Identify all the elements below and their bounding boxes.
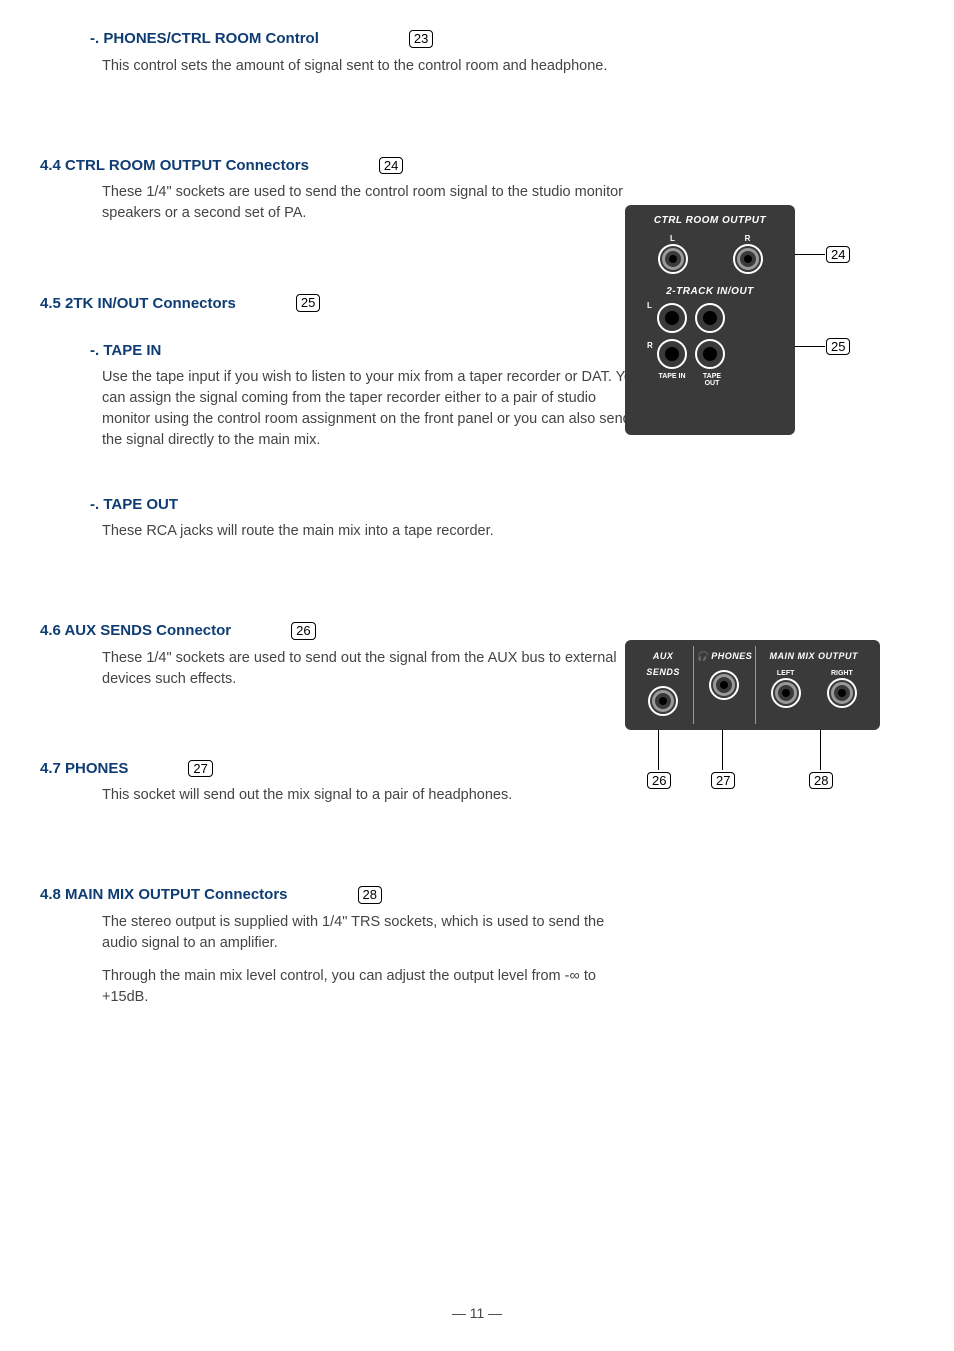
- leader-27: [722, 730, 723, 770]
- label-ctrl-room-output: CTRL ROOM OUTPUT: [635, 215, 785, 226]
- leader-25: [795, 346, 825, 347]
- section-tapeout: -. TAPE OUT These RCA jacks will route t…: [40, 496, 914, 542]
- jack-main-R: [827, 678, 857, 708]
- callout-dia-28: 28: [809, 772, 833, 789]
- label-2track-L: L: [647, 301, 652, 310]
- heading-phones-ctrl: -. PHONES/CTRL ROOM Control: [90, 30, 319, 47]
- page-footer: — 11 —: [0, 1305, 954, 1321]
- rca-tapein-R: [657, 339, 687, 369]
- label-main-mix: MAIN MIX OUTPUT: [770, 651, 859, 661]
- body-47: This socket will send out the mix signal…: [102, 785, 642, 806]
- callout-27: 27: [188, 760, 212, 778]
- page-number: 11: [470, 1305, 485, 1321]
- label-right: RIGHT: [831, 670, 853, 677]
- diagram-ctrlroom-2track: CTRL ROOM OUTPUT L R 2-TRACK IN/OUT L R: [625, 205, 795, 435]
- label-R: R: [745, 234, 751, 243]
- body-44: These 1/4" sockets are used to send the …: [102, 182, 642, 224]
- callout-25: 25: [296, 294, 320, 312]
- section-48: 4.8 MAIN MIX OUTPUT Connectors 28 The st…: [40, 886, 914, 1008]
- diagram-aux-phones-main: AUX SENDS 🎧 PHONES MAIN MIX OUTPUT LEFT …: [625, 640, 880, 730]
- label-tapeout: TAPE OUT: [697, 373, 727, 387]
- body-tapeout: These RCA jacks will route the main mix …: [102, 521, 642, 542]
- label-left: LEFT: [777, 670, 795, 677]
- jack-ctrlroom-L: [658, 244, 688, 274]
- callout-dia-24: 24: [826, 246, 850, 263]
- body-48-1: The stereo output is supplied with 1/4" …: [102, 912, 642, 954]
- callout-dia-25: 25: [826, 338, 850, 355]
- leader-28: [820, 730, 821, 770]
- jack-aux: [648, 686, 678, 716]
- callout-26: 26: [291, 622, 315, 640]
- rca-tapein-L: [657, 303, 687, 333]
- jack-phones: [709, 670, 739, 700]
- jack-ctrlroom-R: [733, 244, 763, 274]
- label-2track-R: R: [647, 341, 653, 350]
- label-L: L: [670, 234, 675, 243]
- body-48-2: Through the main mix level control, you …: [102, 966, 642, 1008]
- leader-26: [658, 730, 659, 770]
- rca-tapeout-L: [695, 303, 725, 333]
- body-tapein: Use the tape input if you wish to listen…: [102, 367, 642, 451]
- callout-dia-27: 27: [711, 772, 735, 789]
- leader-24: [795, 254, 825, 255]
- body-46: These 1/4" sockets are used to send out …: [102, 648, 642, 690]
- heading-47: 4.7 PHONES: [40, 760, 128, 777]
- label-aux-sends: AUX SENDS: [646, 651, 680, 677]
- heading-45: 4.5 2TK IN/OUT Connectors: [40, 295, 236, 312]
- jack-main-L: [771, 678, 801, 708]
- heading-44: 4.4 CTRL ROOM OUTPUT Connectors: [40, 157, 309, 174]
- section-47: 4.7 PHONES 27 This socket will send out …: [40, 760, 914, 807]
- label-2track: 2-TRACK IN/OUT: [635, 286, 785, 297]
- label-phones: 🎧 PHONES: [697, 651, 753, 661]
- callout-24: 24: [379, 157, 403, 175]
- rca-tapeout-R: [695, 339, 725, 369]
- callout-23: 23: [409, 30, 433, 48]
- section-23: -. PHONES/CTRL ROOM Control 23 This cont…: [40, 30, 914, 77]
- heading-tapeout: -. TAPE OUT: [90, 496, 178, 513]
- body-23: This control sets the amount of signal s…: [102, 56, 642, 77]
- callout-dia-26: 26: [647, 772, 671, 789]
- callout-28: 28: [358, 886, 382, 904]
- heading-tapein: -. TAPE IN: [90, 342, 161, 359]
- heading-46: 4.6 AUX SENDS Connector: [40, 622, 231, 639]
- heading-48: 4.8 MAIN MIX OUTPUT Connectors: [40, 886, 288, 903]
- label-tapein: TAPE IN: [657, 373, 687, 387]
